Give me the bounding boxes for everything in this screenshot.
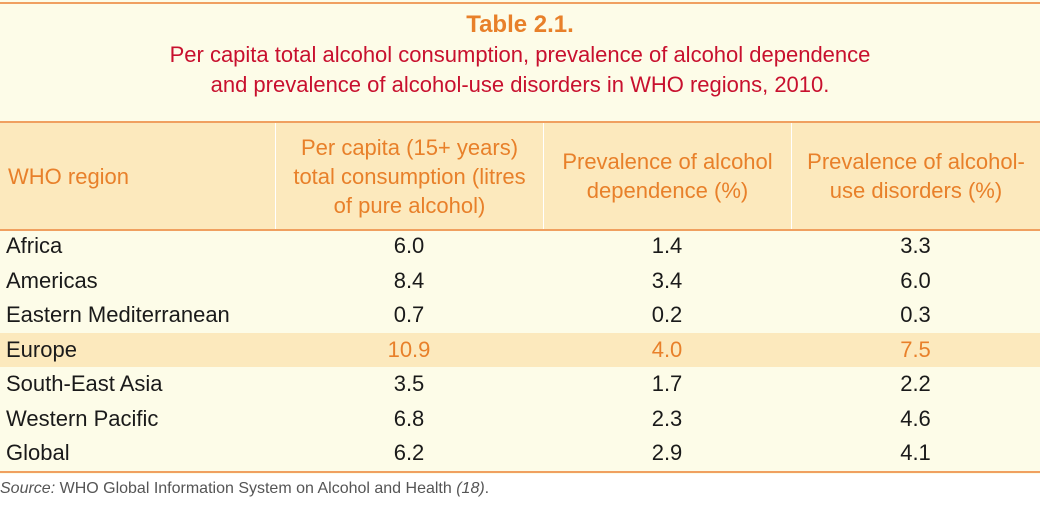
- source-label: Source:: [0, 480, 56, 497]
- header-consumption-line2: total consumption (litres: [293, 163, 526, 189]
- dependence-cell: 0.2: [651, 302, 683, 327]
- table-row: Americas 8.4 3.4 6.0: [0, 264, 1040, 299]
- disorders-cell: 4.1: [900, 440, 931, 465]
- header-disorders: Prevalence of alcohol- use disorders (%): [792, 123, 1040, 229]
- header-divider: [275, 123, 276, 229]
- header-consumption: Per capita (15+ years) total consumption…: [276, 123, 543, 229]
- source-text: WHO Global Information System on Alcohol…: [55, 480, 457, 497]
- dependence-cell: 4.0: [651, 336, 683, 362]
- table-body: Africa 6.0 1.4 3.3 Americas 8.4 3.4 6.0 …: [0, 229, 1040, 471]
- consumption-cell: 6.0: [393, 233, 425, 258]
- consumption-cell: 0.7: [393, 302, 425, 327]
- region-cell: Eastern Mediterranean: [6, 302, 230, 327]
- header-dependence-line2: dependence (%): [586, 178, 749, 203]
- disorders-cell: 3.3: [900, 233, 931, 258]
- header-dependence-line1: Prevalence of alcohol: [562, 149, 773, 174]
- header-dependence: Prevalence of alcohol dependence (%): [544, 123, 791, 229]
- disorders-cell: 2.2: [900, 371, 931, 396]
- table-row: Eastern Mediterranean 0.7 0.2 0.3: [0, 298, 1040, 333]
- header-disorders-line2: use disorders (%): [829, 178, 1003, 203]
- table-title-line1: Per capita total alcohol consumption, pr…: [169, 42, 871, 67]
- bottom-rule: [0, 471, 1040, 473]
- region-cell: Africa: [6, 233, 63, 258]
- dependence-cell: 2.9: [651, 440, 683, 465]
- dependence-cell: 1.4: [651, 233, 683, 258]
- header-consumption-line3: of pure alcohol): [333, 192, 486, 218]
- source-ref: (18): [456, 480, 485, 497]
- consumption-cell: 10.9: [387, 336, 431, 362]
- disorders-cell: 0.3: [900, 302, 931, 327]
- table-number: Table 2.1.: [466, 11, 574, 38]
- source-end: .: [484, 480, 490, 497]
- header-divider: [791, 123, 792, 229]
- region-cell: South-East Asia: [6, 371, 163, 396]
- region-cell: Americas: [6, 267, 98, 293]
- consumption-cell: 3.5: [393, 371, 425, 396]
- header-region-label: WHO region: [8, 163, 130, 189]
- region-cell: Global: [6, 440, 70, 465]
- disorders-cell: 6.0: [900, 267, 931, 293]
- header-region: WHO region: [0, 123, 275, 229]
- dependence-cell: 2.3: [651, 405, 683, 431]
- top-rule: [0, 2, 1040, 4]
- region-cell: Europe: [6, 336, 77, 362]
- consumption-cell: 8.4: [393, 267, 425, 293]
- dependence-cell: 3.4: [651, 267, 683, 293]
- disorders-cell: 7.5: [900, 336, 931, 362]
- consumption-cell: 6.2: [393, 440, 425, 465]
- table-row: Africa 6.0 1.4 3.3: [0, 229, 1040, 264]
- region-cell: Western Pacific: [6, 405, 159, 431]
- consumption-cell: 6.8: [393, 405, 425, 431]
- table-caption: Table 2.1. Per capita total alcohol cons…: [0, 10, 1040, 100]
- table-row: Western Pacific 6.8 2.3 4.6: [0, 402, 1040, 437]
- table-row: Global 6.2 2.9 4.1: [0, 436, 1040, 471]
- header-divider: [543, 123, 544, 229]
- dependence-cell: 1.7: [651, 371, 683, 396]
- table-title-line2: and prevalence of alcohol-use disorders …: [210, 72, 830, 97]
- header-consumption-line1: Per capita (15+ years): [300, 134, 519, 160]
- table-row: South-East Asia 3.5 1.7 2.2: [0, 367, 1040, 402]
- table-frame: [0, 0, 1040, 474]
- header-disorders-line1: Prevalence of alcohol-: [807, 149, 1025, 174]
- table-header: WHO region Per capita (15+ years) total …: [0, 121, 1040, 231]
- disorders-cell: 4.6: [900, 405, 931, 431]
- source-note: Source: WHO Global Information System on…: [0, 480, 489, 498]
- table-row-highlighted: Europe 10.9 4.0 7.5: [0, 332, 1040, 367]
